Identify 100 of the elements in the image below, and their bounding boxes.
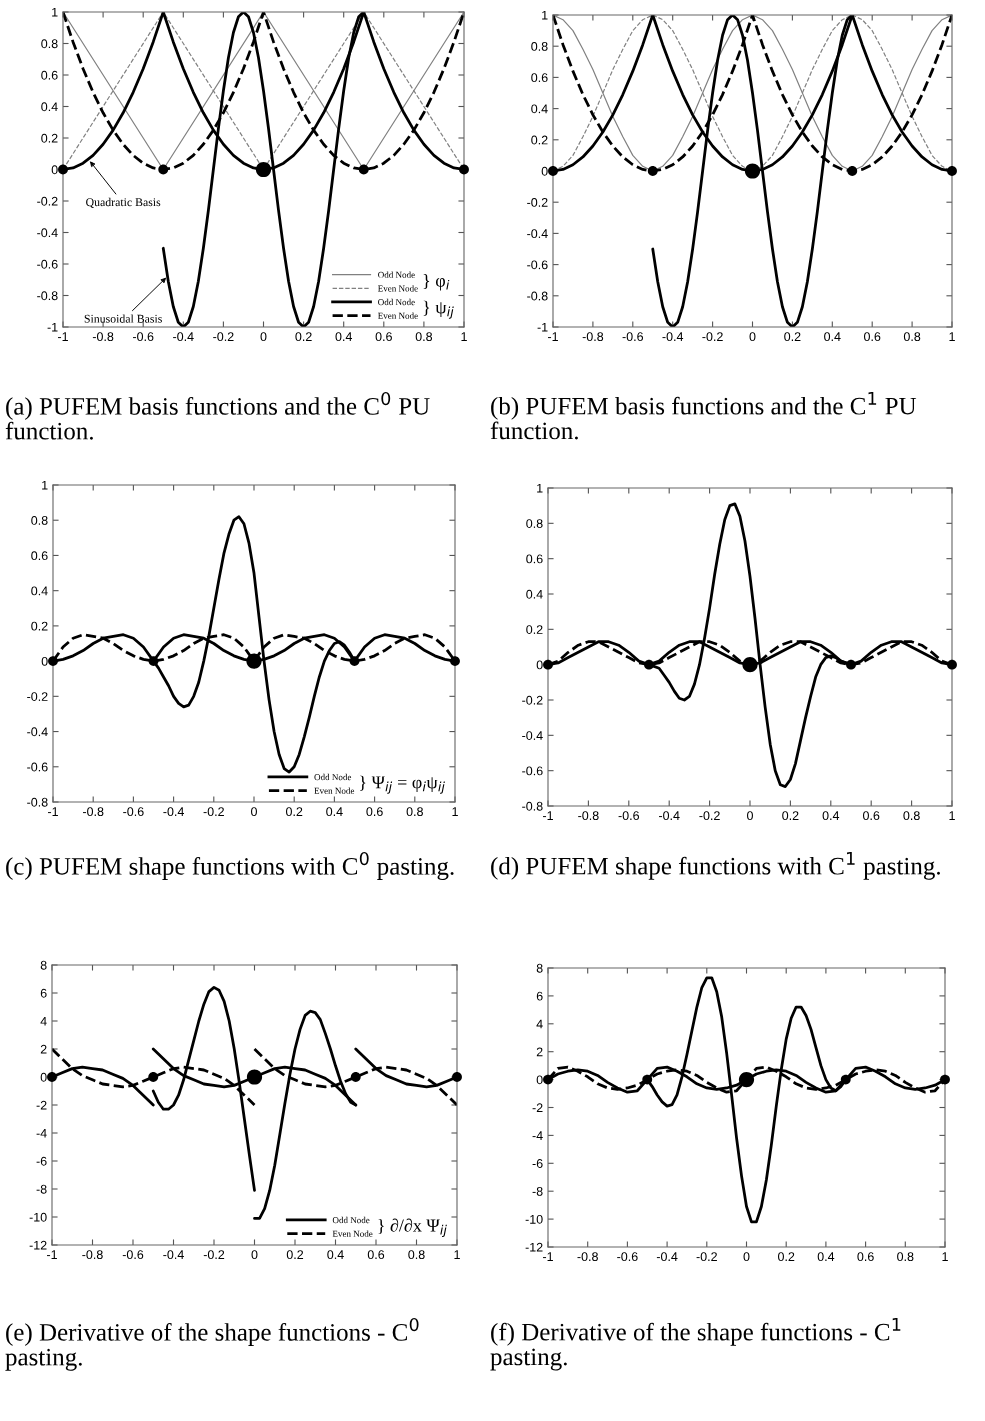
y-tick-label: -1 — [537, 322, 548, 332]
y-tick-label: -0.4 — [37, 228, 58, 238]
x-tick-label: 0 — [251, 1250, 258, 1260]
x-tick-label: -0.8 — [92, 332, 114, 342]
y-tick-label: -6 — [36, 1156, 47, 1166]
x-tick-label: 0.2 — [782, 811, 799, 821]
x-tick-label: 0.4 — [817, 1252, 835, 1262]
x-tick-label: -1 — [58, 332, 68, 341]
y-tick-label: 0 — [536, 1075, 543, 1085]
y-tick-label: -2 — [36, 1100, 47, 1110]
annotation: Sinusoidal Basis — [84, 314, 162, 323]
y-tick-label: -6 — [532, 1159, 543, 1168]
y-tick-label: 2 — [40, 1044, 47, 1054]
legend-label: Odd Node — [378, 271, 415, 278]
x-tick-label: 0.4 — [822, 811, 840, 821]
x-tick-label: -0.4 — [662, 332, 684, 342]
x-tick-label: 0.2 — [784, 332, 801, 342]
y-tick-label: 0.2 — [526, 625, 543, 634]
chart-title: (f) Derivative of the shape functions - C$^{1}$ pasting. — [490, 1318, 901, 1371]
y-tick-label: 0.6 — [526, 554, 543, 564]
x-tick-label: 0.6 — [367, 1250, 385, 1260]
y-tick-label: 0.2 — [41, 133, 58, 143]
x-tick-label: -0.6 — [132, 332, 154, 342]
legend-label: Odd Node — [378, 298, 415, 306]
y-tick-label: 8 — [536, 963, 543, 973]
x-tick-label: 1 — [949, 332, 955, 341]
y-tick-label: 0.4 — [526, 589, 543, 599]
y-tick-label: 0.2 — [531, 135, 548, 145]
x-tick-label: -0.8 — [582, 332, 604, 342]
y-tick-label: -0.4 — [522, 731, 543, 740]
y-tick-label: 8 — [40, 960, 47, 970]
x-tick-label: 1 — [942, 1252, 948, 1261]
y-tick-label: -0.4 — [527, 229, 548, 239]
x-tick-label: -0.2 — [203, 1250, 225, 1260]
text: (d) PUFEM shape functions with C$^{1}$ pasting. — [491, 852, 940, 880]
y-tick-label: 0.8 — [531, 42, 548, 51]
y-tick-label: -0.6 — [527, 260, 548, 270]
x-tick-label: 0 — [251, 807, 257, 817]
y-tick-label: -0.8 — [27, 797, 48, 807]
annotation: Quadratic Basis — [86, 197, 161, 208]
y-tick-label: -1 — [47, 322, 58, 332]
x-tick-label: -0.8 — [82, 1250, 103, 1260]
x-tick-label: 0.4 — [326, 807, 343, 817]
y-tick-label: -12 — [525, 1242, 543, 1252]
x-tick-label: -0.4 — [658, 811, 680, 821]
x-tick-label: -0.8 — [82, 807, 104, 817]
y-tick-label: -0.2 — [522, 695, 543, 705]
annotation: } ∂/∂x Ψ$_{ij}$ — [378, 1218, 447, 1238]
x-tick-label: 0 — [743, 1252, 750, 1262]
x-tick-label: 0.6 — [864, 332, 881, 342]
y-tick-label: -10 — [29, 1212, 47, 1222]
legend-label: Even Node — [314, 787, 355, 794]
y-tick-label: 0.4 — [41, 102, 58, 112]
y-tick-label: 0 — [40, 1072, 47, 1082]
chart-title: (e) Derivative of the shape functions - C$^{0}$ pasting. — [5, 1318, 419, 1371]
y-tick-label: -0.6 — [522, 766, 543, 776]
y-tick-label: 0.8 — [526, 519, 543, 528]
text: (c) PUFEM shape functions with C$^{0}$ pasting. — [6, 852, 454, 880]
x-tick-label: 0.4 — [335, 332, 353, 342]
x-tick-label: 0.8 — [903, 332, 921, 342]
y-tick-label: -0.2 — [27, 692, 48, 701]
x-tick-label: 0.4 — [327, 1250, 344, 1260]
x-tick-label: 0.2 — [286, 807, 303, 817]
x-tick-label: 0.8 — [897, 1252, 914, 1262]
x-tick-label: -0.4 — [163, 1250, 184, 1260]
y-tick-label: 0.4 — [531, 104, 548, 114]
x-tick-label: -0.6 — [622, 332, 644, 342]
y-tick-label: 6 — [40, 988, 47, 998]
y-tick-label: -0.6 — [27, 762, 48, 772]
chart-title: (b) PUFEM basis functions and the C$^{1}$ PU function. — [490, 392, 917, 440]
y-tick-label: 0 — [51, 165, 58, 175]
x-tick-label: 0 — [747, 811, 753, 821]
y-tick-label: 6 — [536, 991, 543, 1001]
annotation: } ψ$_{ij}$ — [423, 300, 454, 319]
x-tick-label: -0.6 — [617, 1252, 638, 1262]
x-tick-label: 0.8 — [903, 811, 920, 821]
y-tick-label: -2 — [532, 1103, 543, 1113]
x-tick-label: 1 — [454, 1250, 460, 1259]
x-tick-label: 0.6 — [863, 811, 880, 821]
y-tick-label: -0.2 — [527, 198, 548, 207]
x-tick-label: 0.8 — [415, 332, 433, 342]
x-tick-label: 0 — [749, 332, 756, 342]
x-tick-label: 0.2 — [286, 1250, 304, 1260]
y-tick-label: 0.6 — [531, 73, 548, 83]
y-tick-label: -8 — [532, 1187, 543, 1196]
x-tick-label: 0.6 — [366, 807, 383, 817]
y-tick-label: 1 — [52, 7, 58, 17]
y-tick-label: 0.4 — [31, 586, 48, 596]
x-tick-label: 0.4 — [824, 332, 841, 342]
y-tick-label: 2 — [536, 1047, 543, 1057]
x-tick-label: 0.6 — [857, 1252, 874, 1262]
x-tick-label: 0.8 — [408, 1250, 425, 1260]
x-tick-label: 1 — [461, 332, 467, 341]
x-tick-label: 0 — [260, 332, 267, 342]
x-tick-label: -0.6 — [123, 807, 144, 817]
y-tick-label: -8 — [36, 1184, 47, 1194]
x-tick-label: 0.2 — [778, 1252, 795, 1262]
y-tick-label: -0.6 — [37, 259, 58, 269]
y-tick-label: -12 — [29, 1240, 47, 1250]
y-tick-label: 4 — [536, 1019, 543, 1029]
